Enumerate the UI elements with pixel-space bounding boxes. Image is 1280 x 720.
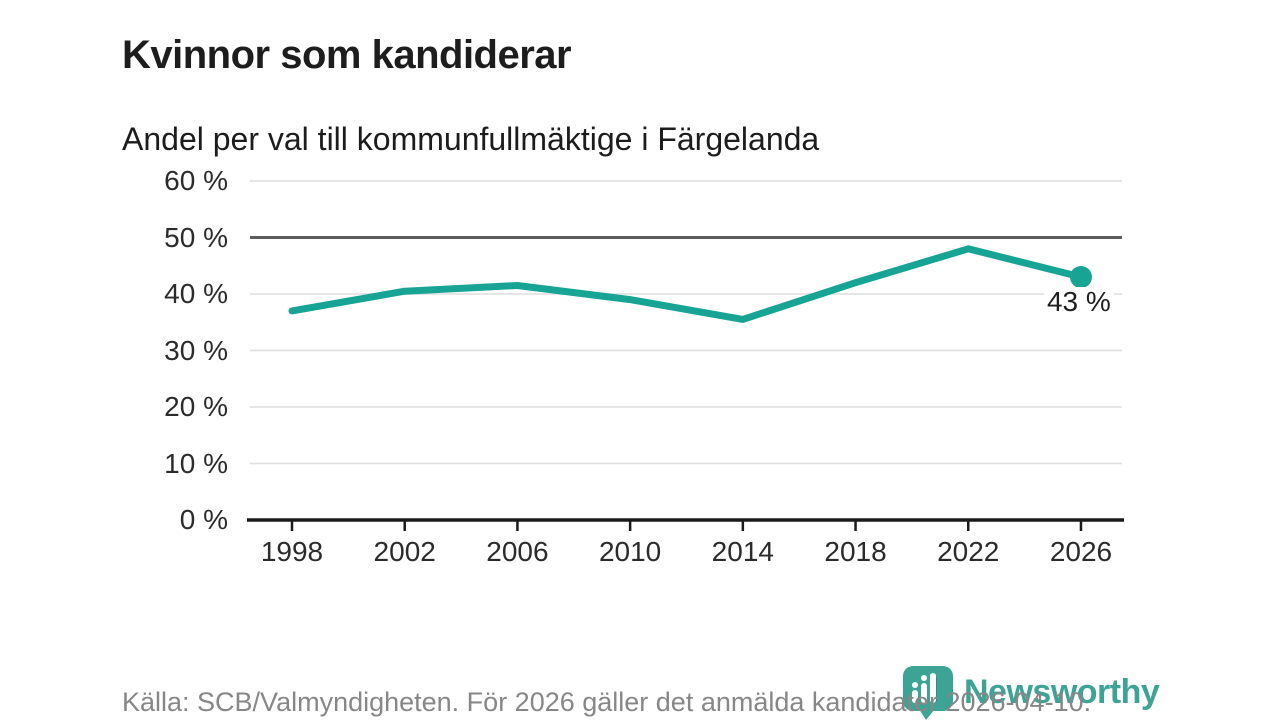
page-title: Kvinnor som kandiderar: [122, 32, 572, 77]
newsworthy-wordmark: Newsworthy: [964, 672, 1160, 711]
newsworthy-logo-icon: [903, 666, 953, 720]
chart-subtitle: Andel per val till kommunfullmäktige i F…: [122, 120, 820, 157]
x-tick-label: 2006: [486, 536, 549, 567]
source-note: Källa: SCB/Valmyndigheten. För 2026 gäll…: [122, 687, 1092, 717]
y-tick-label: 10 %: [164, 447, 228, 479]
line-chart: [247, 180, 1124, 531]
x-tick-label: 2018: [824, 536, 887, 567]
x-tick-label: 2022: [937, 536, 1000, 567]
y-tick-label: 50 %: [164, 221, 228, 253]
end-point-marker: [1069, 266, 1092, 289]
y-tick-label: 60 %: [164, 165, 228, 196]
y-tick-label: 20 %: [164, 391, 228, 422]
x-tick-label: 2026: [1049, 536, 1113, 567]
data-line: [288, 245, 1085, 323]
x-tick-label: 2010: [598, 536, 662, 567]
y-tick-label: 0 %: [179, 504, 228, 535]
x-tick-label: 2014: [711, 536, 774, 567]
newsworthy-logo: Newsworthy: [900, 664, 1160, 720]
x-tick-label: 2002: [373, 536, 436, 567]
x-tick-label: 1998: [260, 536, 324, 567]
last-value-label: 43 %: [1043, 287, 1114, 318]
y-tick-label: 40 %: [164, 278, 228, 309]
y-tick-label: 30 %: [164, 334, 228, 366]
